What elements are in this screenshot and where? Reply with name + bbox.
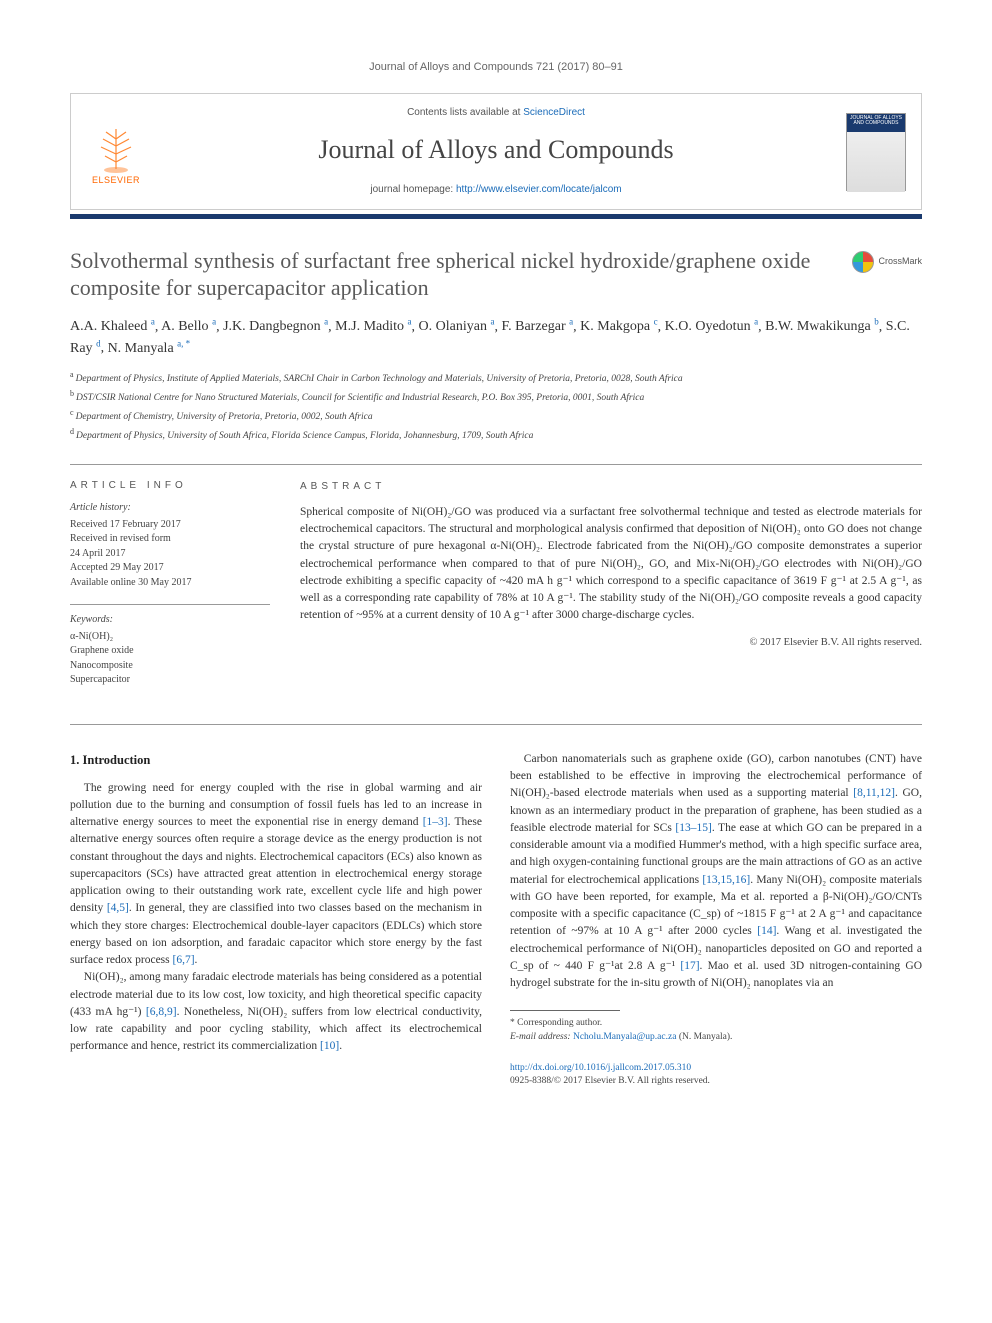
affiliation: cDepartment of Chemistry, University of … bbox=[70, 407, 922, 425]
keyword: Nanocomposite bbox=[70, 659, 270, 674]
elsevier-label: ELSEVIER bbox=[92, 174, 140, 187]
author: A. Bello a bbox=[161, 319, 216, 334]
keyword: Graphene oxide bbox=[70, 644, 270, 659]
journal-name: Journal of Alloys and Compounds bbox=[146, 132, 846, 168]
citation-link[interactable]: [6,7] bbox=[173, 954, 195, 966]
corresponding-author-note: * Corresponding author. bbox=[510, 1017, 922, 1030]
author: K. Makgopa c bbox=[580, 319, 658, 334]
doi-link[interactable]: http://dx.doi.org/10.1016/j.jallcom.2017… bbox=[510, 1063, 691, 1073]
cover-title: JOURNAL OF ALLOYS AND COMPOUNDS bbox=[847, 114, 905, 132]
issn-copyright: 0925-8388/© 2017 Elsevier B.V. All right… bbox=[510, 1075, 922, 1088]
abstract-copyright: © 2017 Elsevier B.V. All rights reserved… bbox=[300, 635, 922, 651]
author: A.A. Khaleed a bbox=[70, 319, 155, 334]
footnote-separator bbox=[510, 1010, 620, 1011]
citation-link[interactable]: [6,8,9] bbox=[146, 1006, 177, 1018]
journal-masthead: ELSEVIER Contents lists available at Sci… bbox=[70, 93, 922, 209]
paragraph: The growing need for energy coupled with… bbox=[70, 780, 482, 970]
affiliation-list: aDepartment of Physics, Institute of App… bbox=[70, 369, 922, 444]
running-header: Journal of Alloys and Compounds 721 (201… bbox=[70, 60, 922, 75]
citation-link[interactable]: [13–15] bbox=[675, 822, 711, 834]
citation-link[interactable]: [4,5] bbox=[107, 902, 129, 914]
affiliation: aDepartment of Physics, Institute of App… bbox=[70, 369, 922, 387]
author: M.J. Madito a bbox=[335, 319, 411, 334]
body-text: 1. Introduction The growing need for ene… bbox=[70, 751, 922, 1088]
info-divider bbox=[70, 604, 270, 605]
abstract-label: ABSTRACT bbox=[300, 479, 922, 494]
history-line: 24 April 2017 bbox=[70, 547, 270, 562]
contents-prefix: Contents lists available at bbox=[407, 107, 523, 118]
homepage-link[interactable]: http://www.elsevier.com/locate/jalcom bbox=[456, 184, 622, 195]
crossmark-label: CrossMark bbox=[878, 255, 922, 268]
keyword: Supercapacitor bbox=[70, 673, 270, 688]
history-heading: Article history: bbox=[70, 501, 270, 516]
citation-link[interactable]: [1–3] bbox=[423, 816, 448, 828]
author: F. Barzegar a bbox=[501, 319, 573, 334]
abstract-text: Spherical composite of Ni(OH)₂/GO was pr… bbox=[300, 504, 922, 625]
sciencedirect-link[interactable]: ScienceDirect bbox=[523, 107, 585, 118]
citation-link[interactable]: [8,11,12] bbox=[853, 787, 895, 799]
journal-cover-thumbnail: JOURNAL OF ALLOYS AND COMPOUNDS bbox=[846, 113, 906, 191]
keyword: α-Ni(OH)₂ bbox=[70, 630, 270, 645]
history-line: Available online 30 May 2017 bbox=[70, 576, 270, 591]
history-line: Accepted 29 May 2017 bbox=[70, 561, 270, 576]
paragraph: Carbon nanomaterials such as graphene ox… bbox=[510, 751, 922, 993]
homepage-line: journal homepage: http://www.elsevier.co… bbox=[146, 183, 846, 197]
crossmark-icon bbox=[852, 251, 874, 273]
contents-line: Contents lists available at ScienceDirec… bbox=[146, 106, 846, 120]
history-line: Received 17 February 2017 bbox=[70, 518, 270, 533]
homepage-prefix: journal homepage: bbox=[370, 184, 456, 195]
author: B.W. Mwakikunga b bbox=[765, 319, 879, 334]
history-line: Received in revised form bbox=[70, 532, 270, 547]
author-email-link[interactable]: Ncholu.Manyala@up.ac.za bbox=[573, 1032, 676, 1042]
accent-bar bbox=[70, 214, 922, 219]
article-title: Solvothermal synthesis of surfactant fre… bbox=[70, 247, 922, 302]
author: J.K. Dangbegnon a bbox=[223, 319, 328, 334]
paragraph: Ni(OH)₂, among many faradaic electrode m… bbox=[70, 969, 482, 1055]
author: O. Olaniyan a bbox=[419, 319, 495, 334]
email-line: E-mail address: Ncholu.Manyala@up.ac.za … bbox=[510, 1031, 922, 1044]
crossmark-badge[interactable]: CrossMark bbox=[852, 251, 922, 273]
keywords-heading: Keywords: bbox=[70, 613, 270, 628]
section-heading: 1. Introduction bbox=[70, 751, 482, 770]
citation-link[interactable]: [13,15,16] bbox=[702, 874, 750, 886]
divider bbox=[70, 724, 922, 725]
author: K.O. Oyedotun a bbox=[665, 319, 758, 334]
affiliation: dDepartment of Physics, University of So… bbox=[70, 426, 922, 444]
abstract-column: ABSTRACT Spherical composite of Ni(OH)₂/… bbox=[300, 479, 922, 702]
article-info-column: ARTICLE INFO Article history: Received 1… bbox=[70, 479, 270, 702]
elsevier-logo: ELSEVIER bbox=[86, 117, 146, 187]
citation-link[interactable]: [14] bbox=[757, 925, 776, 937]
affiliation: bDST/CSIR National Centre for Nano Struc… bbox=[70, 388, 922, 406]
footnotes: * Corresponding author. E-mail address: … bbox=[510, 1017, 922, 1044]
divider bbox=[70, 464, 922, 465]
author-list: A.A. Khaleed a, A. Bello a, J.K. Dangbeg… bbox=[70, 316, 922, 359]
author: N. Manyala a, * bbox=[108, 341, 191, 356]
citation-link[interactable]: [17] bbox=[680, 960, 699, 972]
citation-link[interactable]: [10] bbox=[320, 1040, 339, 1052]
footer-block: http://dx.doi.org/10.1016/j.jallcom.2017… bbox=[510, 1062, 922, 1088]
article-info-label: ARTICLE INFO bbox=[70, 479, 270, 494]
tree-icon bbox=[91, 124, 141, 174]
